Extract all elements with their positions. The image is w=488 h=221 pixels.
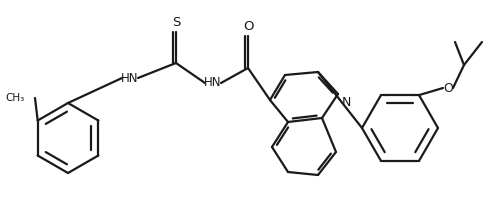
Text: N: N xyxy=(341,96,351,109)
Text: O: O xyxy=(242,19,253,32)
Text: HN: HN xyxy=(121,72,139,84)
Text: S: S xyxy=(171,15,180,29)
Text: HN: HN xyxy=(204,76,221,90)
Text: O: O xyxy=(442,82,452,95)
Text: CH₃: CH₃ xyxy=(6,93,25,103)
